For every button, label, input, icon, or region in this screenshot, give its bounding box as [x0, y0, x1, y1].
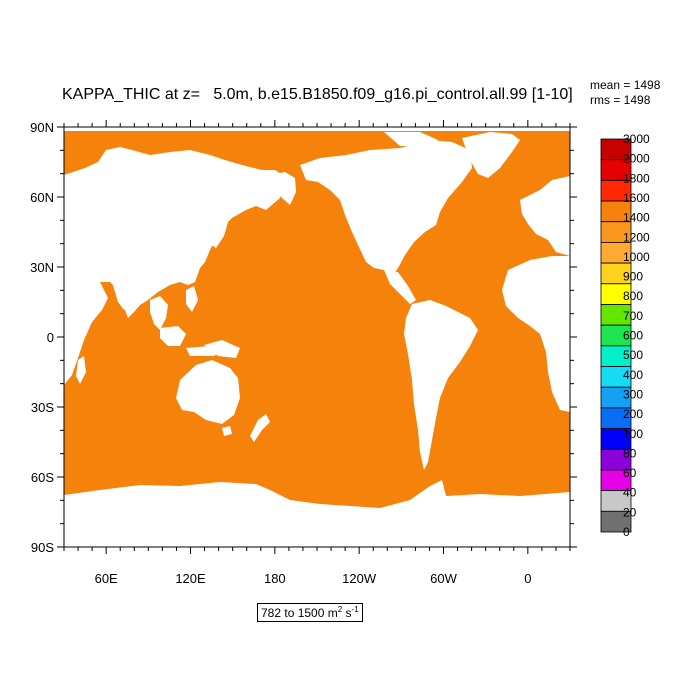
lat-label: 30N [30, 260, 54, 275]
kamchatka-land [270, 172, 296, 205]
mean-stat: mean = 1498 [590, 78, 661, 92]
japan-land [210, 215, 228, 248]
lon-label: 60E [95, 571, 118, 586]
colorbar-label: 300 [623, 387, 643, 401]
colorbar: 3000200018001600140012001000900800700600… [600, 132, 650, 539]
lat-label: 60N [30, 190, 54, 205]
lat-label: 30S [31, 400, 54, 415]
colorbar-swatch [600, 510, 632, 533]
arabia-land [64, 258, 92, 288]
colorbar-label: 800 [623, 289, 643, 303]
colorbar-label: 40 [623, 486, 637, 500]
australia-land [176, 360, 240, 424]
lat-label: 0 [47, 330, 54, 345]
lon-label: 120E [175, 571, 206, 586]
colorbar-label: 600 [623, 329, 643, 343]
colorbar-label: 1600 [623, 191, 650, 205]
europe-land [520, 176, 570, 256]
lat-labels: 90N 60N 30N 0 30S 60S 90S [30, 120, 54, 555]
south-america-land [404, 300, 478, 470]
colorbar-label: 60 [623, 466, 637, 480]
lon-label: 60W [430, 571, 457, 586]
indochina-land [150, 296, 168, 330]
colorbar-label: 900 [623, 270, 643, 284]
greenland-land [462, 132, 520, 178]
colorbar-label: 400 [623, 368, 643, 382]
lon-labels: 60E 120E 180 120W 60W 0 [95, 571, 532, 586]
colorbar-label: 1400 [623, 211, 650, 225]
colorbar-label: 20 [623, 505, 637, 519]
lon-label: 180 [264, 571, 286, 586]
lat-label: 60S [31, 470, 54, 485]
lon-ticks [63, 120, 571, 554]
range-box: 782 to 1500 m2 s-1 [257, 603, 363, 622]
rms-stat: rms = 1498 [590, 93, 651, 107]
land-masks [64, 127, 570, 547]
lat-label: 90N [30, 120, 54, 135]
madagascar-land [76, 356, 86, 384]
india-land [112, 282, 134, 310]
arctic-strip [64, 127, 570, 131]
plot-title: KAPPA_THIC at z= 5.0m, b.e15.B1850.f09_g… [62, 86, 573, 103]
lon-label: 0 [524, 571, 531, 586]
colorbar-label: 1000 [623, 250, 650, 264]
new-zealand-land [250, 414, 270, 442]
range-text: 782 to 1500 m [261, 606, 338, 620]
lat-ticks [57, 126, 577, 548]
lat-label: 90S [31, 540, 54, 555]
colorbar-label: 100 [623, 427, 643, 441]
colorbar-label: 1200 [623, 230, 650, 244]
colorbar-label: 700 [623, 309, 643, 323]
colorbar-label: 200 [623, 407, 643, 421]
colorbar-label: 3000 [623, 132, 650, 146]
philippines-land [186, 286, 198, 312]
borneo-land [160, 326, 186, 346]
tasmania-land [222, 426, 232, 436]
colorbar-label: 1800 [623, 171, 650, 185]
range-exp2: -1 [351, 605, 359, 614]
colorbar-label: 500 [623, 348, 643, 362]
new-guinea-land [204, 340, 240, 358]
range-exp1: 2 [337, 605, 343, 614]
colorbar-label: 0 [623, 525, 630, 539]
central-america-land [384, 270, 416, 304]
arctic-archipelago-land [384, 132, 438, 146]
antarctica-land [64, 480, 570, 547]
lon-label: 120W [342, 571, 377, 586]
north-america-land [300, 140, 472, 276]
colorbar-label: 2000 [623, 152, 650, 166]
africa-west-land [502, 256, 570, 412]
range-mid: s [342, 606, 352, 620]
colorbar-label: 80 [623, 446, 637, 460]
eurasia-land [64, 147, 285, 318]
